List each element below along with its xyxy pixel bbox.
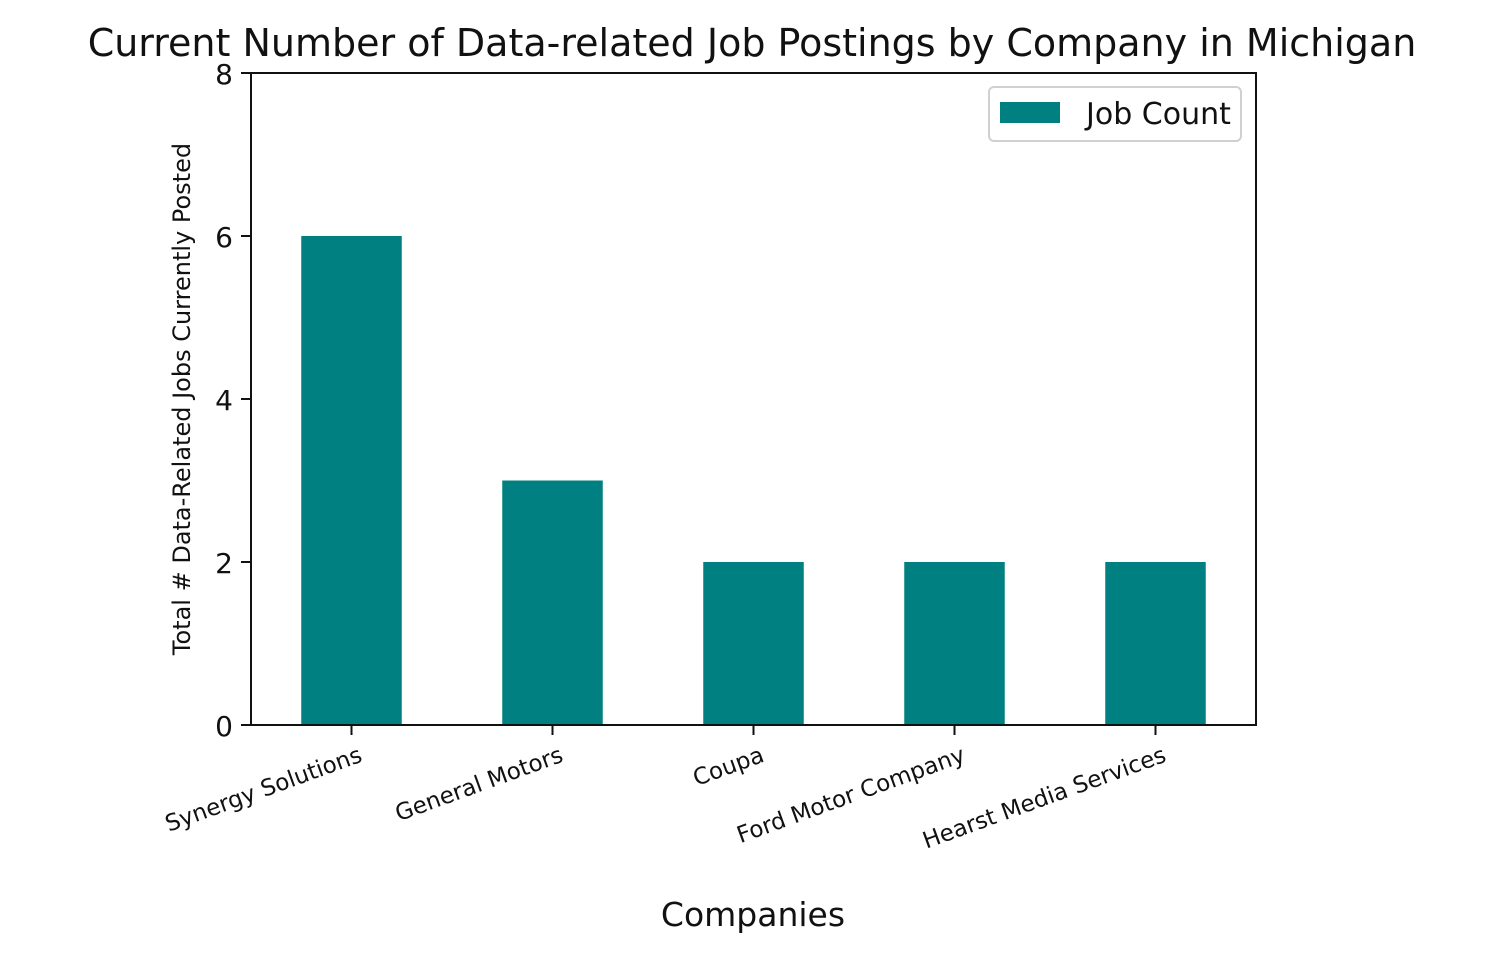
chart-title: Current Number of Data-related Job Posti… (88, 21, 1417, 65)
x-tick-label-2: Coupa (690, 742, 768, 792)
y-tick-label-1: 2 (215, 547, 233, 580)
x-tick-label-1: General Motors (392, 742, 567, 827)
bars-group (301, 236, 1206, 725)
x-axis-ticks: Synergy Solutions General Motors CoupaFord… (162, 725, 1170, 854)
legend-label: Job Count (1084, 97, 1231, 132)
y-tick-label-4: 8 (215, 58, 233, 91)
legend-box (988, 86, 1242, 142)
bar-3 (904, 562, 1005, 725)
y-axis-ticks: 0 2 4 6 8 (215, 58, 251, 743)
y-tick-label-2: 4 (215, 384, 233, 417)
y-axis-label: Total # Data-Related Jobs Currently Post… (168, 143, 196, 656)
x-tick-label-0: Synergy Solutions (162, 742, 366, 837)
bar-4 (1105, 562, 1206, 725)
legend-swatch (1000, 102, 1060, 123)
y-tick-label-3: 6 (215, 221, 233, 254)
bar-0 (301, 236, 402, 725)
bar-2 (703, 562, 804, 725)
bar-1 (502, 480, 603, 725)
legend: Job Count (988, 86, 1242, 142)
y-tick-label-0: 0 (215, 710, 233, 743)
x-axis-label: Companies (661, 895, 845, 934)
